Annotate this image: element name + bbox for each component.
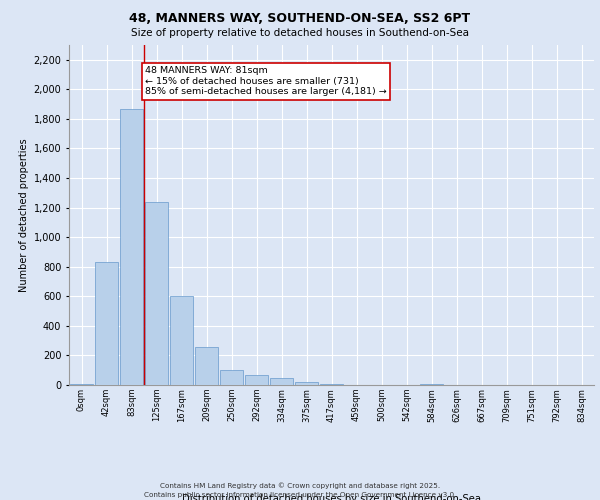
Bar — [295, 382, 318, 385]
Text: Size of property relative to detached houses in Southend-on-Sea: Size of property relative to detached ho… — [131, 28, 469, 38]
Bar — [245, 376, 268, 385]
Bar — [420, 384, 443, 385]
Bar — [170, 296, 193, 385]
Text: 48 MANNERS WAY: 81sqm
← 15% of detached houses are smaller (731)
85% of semi-det: 48 MANNERS WAY: 81sqm ← 15% of detached … — [145, 66, 387, 96]
Text: Contains HM Land Registry data © Crown copyright and database right 2025.: Contains HM Land Registry data © Crown c… — [160, 482, 440, 489]
Bar — [145, 202, 168, 385]
Bar — [320, 384, 343, 385]
Bar — [120, 108, 143, 385]
Text: 48, MANNERS WAY, SOUTHEND-ON-SEA, SS2 6PT: 48, MANNERS WAY, SOUTHEND-ON-SEA, SS2 6P… — [130, 12, 470, 26]
Bar — [95, 262, 118, 385]
Bar — [220, 370, 243, 385]
Bar — [270, 378, 293, 385]
Bar — [195, 346, 218, 385]
X-axis label: Distribution of detached houses by size in Southend-on-Sea: Distribution of detached houses by size … — [182, 494, 481, 500]
Bar — [70, 384, 93, 385]
Y-axis label: Number of detached properties: Number of detached properties — [19, 138, 29, 292]
Text: Contains public sector information licensed under the Open Government Licence v3: Contains public sector information licen… — [144, 492, 456, 498]
